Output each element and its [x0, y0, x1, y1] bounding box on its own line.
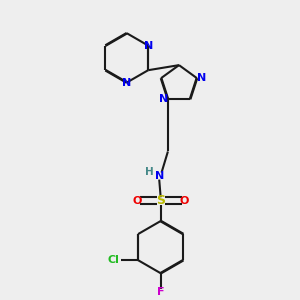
Text: O: O	[132, 196, 142, 206]
Text: S: S	[156, 194, 165, 207]
Text: H: H	[145, 167, 153, 177]
Text: Cl: Cl	[107, 255, 119, 265]
Text: N: N	[143, 40, 153, 51]
Text: N: N	[122, 77, 131, 88]
Text: O: O	[180, 196, 189, 206]
Text: N: N	[197, 73, 206, 83]
Text: N: N	[159, 94, 168, 104]
Text: F: F	[157, 287, 164, 297]
Text: N: N	[154, 171, 164, 181]
